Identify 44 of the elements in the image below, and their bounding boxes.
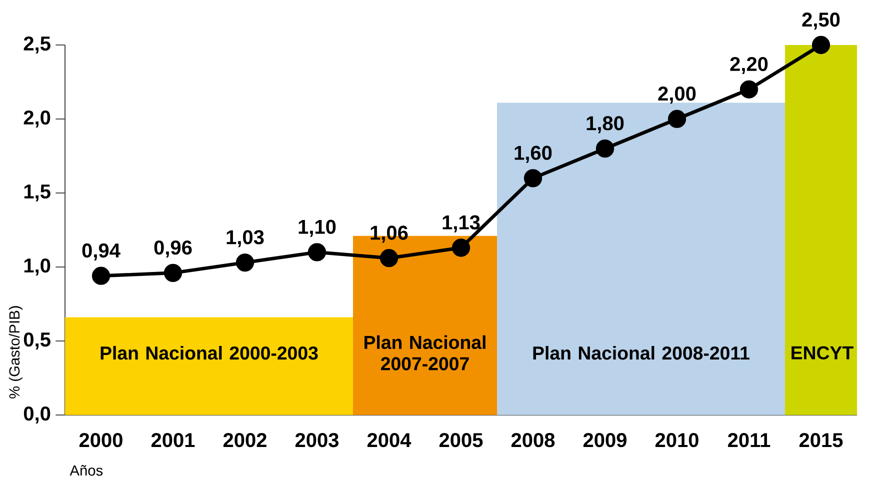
data-label: 0,96: [154, 240, 192, 258]
point: [236, 253, 254, 272]
point: [452, 238, 470, 257]
data-label: 1,80: [586, 116, 624, 134]
data-label: 1,10: [298, 220, 336, 237]
point: [380, 249, 398, 268]
band-label: Plan Nacional 2000-2003: [100, 346, 318, 360]
data-label: 2,50: [802, 12, 840, 30]
band-label: Plan Nacional 2008-2011: [533, 346, 750, 360]
x-tick-label: 2008: [511, 433, 555, 448]
y-tick-label: 1,0: [24, 258, 50, 276]
x-tick-label: 2002: [223, 433, 266, 448]
data-label: 1,60: [514, 146, 552, 163]
x-tick-label: 2015: [799, 433, 843, 448]
y-tick-label: 1,5: [24, 184, 50, 202]
y-tick-label: 2,5: [24, 36, 50, 54]
y-tick-label: 0,5: [24, 332, 50, 350]
x-tick-label: 2005: [439, 433, 483, 448]
x-tick-label: 2010: [655, 433, 698, 448]
point: [164, 264, 182, 282]
data-label: 0,94: [82, 243, 120, 260]
data-label: 1,03: [226, 230, 264, 248]
x-tick-label: 2003: [295, 433, 339, 448]
y-tick-label: 0,0: [24, 406, 50, 424]
point: [596, 140, 614, 158]
x-tick-label: 2011: [728, 433, 770, 448]
x-tick-label: 2001: [151, 433, 195, 448]
y-axis-title: % (Gasto/PIB): [8, 306, 22, 398]
x-tick-label: 2004: [367, 433, 412, 448]
data-label: 2,20: [730, 56, 768, 74]
band-label: Plan Nacional 2007-2007: [364, 335, 486, 370]
x-tick-label: 2000: [79, 433, 122, 448]
point: [668, 110, 686, 128]
point: [812, 36, 830, 54]
y-tick-label: 2,0: [24, 110, 50, 128]
point: [92, 266, 110, 285]
x-axis-title: Años: [70, 465, 103, 476]
point: [524, 169, 542, 188]
data-label: 1,13: [442, 215, 480, 232]
band-label: ENCYT: [792, 346, 854, 360]
point: [308, 243, 326, 262]
x-tick-label: 2009: [583, 433, 626, 448]
point: [740, 80, 758, 98]
data-label: 2,00: [658, 86, 696, 104]
